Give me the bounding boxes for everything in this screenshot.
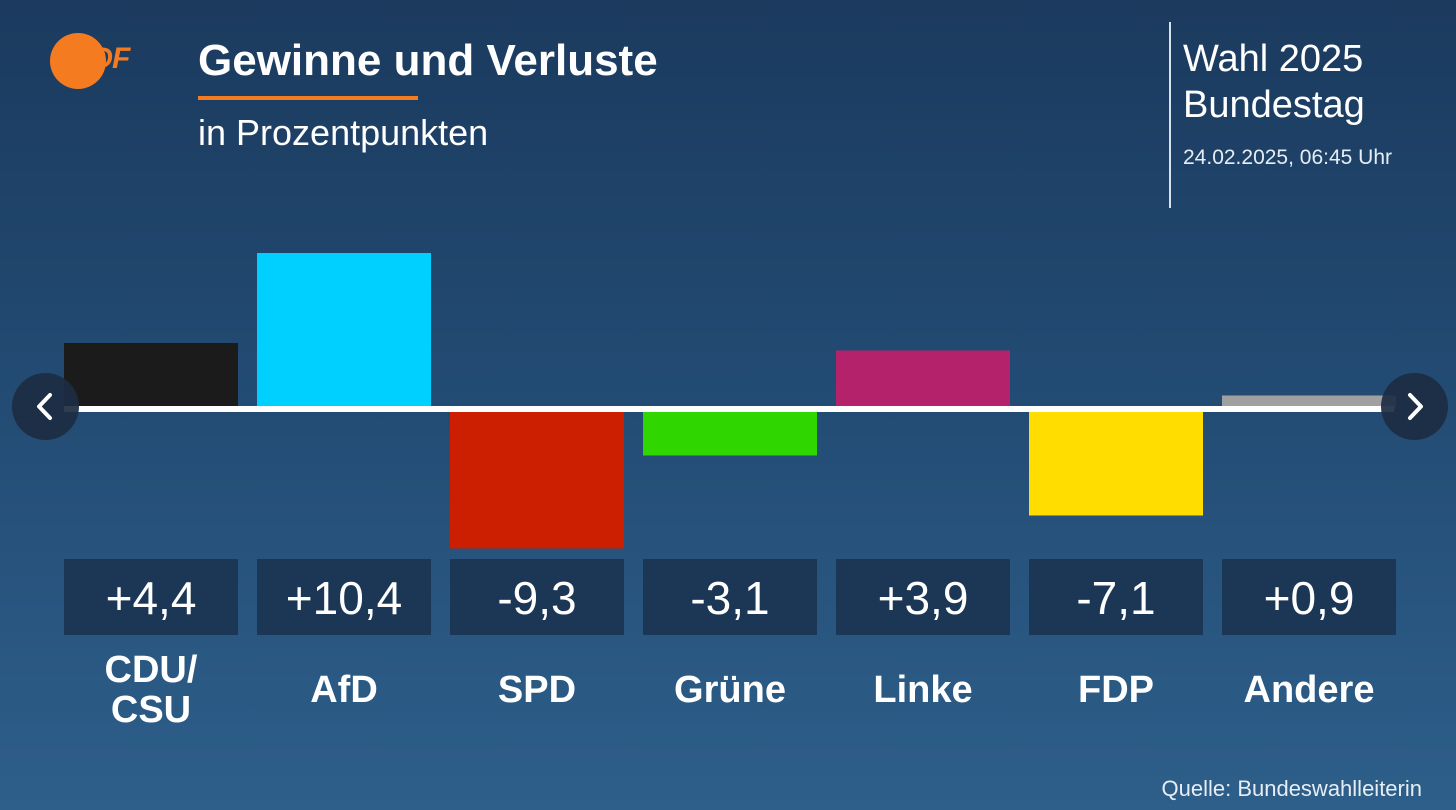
value-box-andere <box>1222 559 1396 635</box>
bar-fdp <box>1029 409 1203 516</box>
election-label: Wahl 2025 Bundestag <box>1183 36 1365 128</box>
value-label-spd: -9,3 <box>497 572 576 624</box>
zdf-logo-text: ZDF <box>74 42 130 75</box>
election-line-2: Bundestag <box>1183 84 1365 126</box>
value-box-fdp <box>1029 559 1203 635</box>
value-box-afd <box>257 559 431 635</box>
zdf-logo-circle <box>50 33 106 89</box>
bar-linke <box>836 350 1010 409</box>
value-label-cducsu: +4,4 <box>106 572 197 624</box>
category-label-afd: AfD <box>310 669 378 711</box>
bar-spd <box>450 409 624 549</box>
value-label-andere: +0,9 <box>1264 572 1355 624</box>
chart-subtitle: in Prozentpunkten <box>198 112 489 153</box>
category-label-cducsu: CDU/CSU <box>105 649 198 731</box>
election-timestamp: 24.02.2025, 06:45 Uhr <box>1183 146 1392 169</box>
bar-afd <box>257 253 431 409</box>
value-label-afd: +10,4 <box>286 572 402 624</box>
next-button[interactable] <box>1381 373 1448 440</box>
category-label-fdp: FDP <box>1078 669 1154 711</box>
value-box-spd <box>450 559 624 635</box>
value-label-fdp: -7,1 <box>1076 572 1155 624</box>
category-label-linke: Linke <box>873 669 972 711</box>
election-line-1: Wahl 2025 <box>1183 38 1364 80</box>
bar-cducsu <box>64 343 238 409</box>
header-divider <box>1169 22 1171 208</box>
bar-andere <box>1222 395 1396 409</box>
previous-button[interactable] <box>12 373 79 440</box>
value-box-linke <box>836 559 1010 635</box>
category-label-andere: Andere <box>1244 669 1375 711</box>
value-box-grüne <box>643 559 817 635</box>
category-label-grüne: Grüne <box>674 669 786 711</box>
zdf-logo: ZDF <box>50 33 150 89</box>
value-box-cducsu <box>64 559 238 635</box>
title-underline <box>198 96 418 100</box>
category-label-spd: SPD <box>498 669 576 711</box>
value-label-linke: +3,9 <box>878 572 969 624</box>
chart-title: Gewinne und Verluste <box>198 36 658 85</box>
value-label-grüne: -3,1 <box>690 572 769 624</box>
bar-grüne <box>643 409 817 456</box>
chevron-left-icon <box>37 393 52 420</box>
source-note: Quelle: Bundeswahlleiterin <box>1161 776 1423 801</box>
zero-baseline <box>64 406 1394 412</box>
chevron-right-icon <box>1408 393 1423 420</box>
